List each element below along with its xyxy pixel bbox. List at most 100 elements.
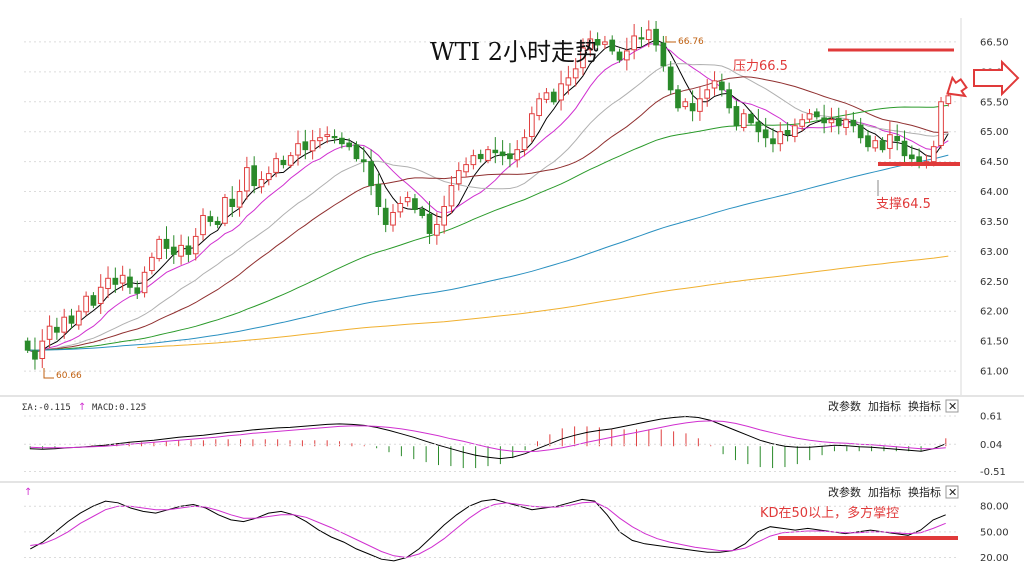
- candle-body: [397, 203, 404, 213]
- macd-up-arrow-icon: ↑: [78, 402, 86, 413]
- low-marker: [43, 368, 54, 379]
- candle-body: [229, 198, 236, 207]
- candle-body: [843, 119, 849, 129]
- candle-body: [46, 325, 53, 340]
- kd-d-line: [30, 501, 946, 559]
- candle-body: [382, 207, 389, 225]
- kd-params-button[interactable]: 改参数: [828, 485, 861, 499]
- price-axis: 66.5066.0065.5065.0064.5064.0063.5063.00…: [980, 37, 1009, 377]
- candle-body: [660, 42, 667, 67]
- price-tick-label: 64.50: [980, 157, 1009, 168]
- ma250-line: [137, 255, 949, 349]
- candle-body: [32, 350, 38, 360]
- ma30-line: [27, 76, 949, 351]
- candle-body: [872, 140, 879, 149]
- candle-body: [821, 117, 827, 124]
- candle-body: [353, 144, 360, 160]
- candle-body: [236, 191, 243, 208]
- candle-body: [806, 113, 813, 120]
- candle-body: [265, 173, 272, 181]
- candle-body: [163, 238, 170, 249]
- candle-body: [68, 315, 75, 324]
- kd-add-button[interactable]: 加指标: [868, 485, 901, 499]
- candle-body: [930, 146, 937, 163]
- candle-body: [726, 89, 732, 109]
- candle-body: [689, 103, 696, 112]
- candle-body: [141, 271, 148, 294]
- macd-dif-label: ΣA:-0.115: [22, 403, 71, 413]
- candle-body: [455, 170, 462, 185]
- candle-body: [434, 223, 440, 236]
- kd-tick-label: 80.00: [980, 502, 1009, 513]
- candle-body: [799, 119, 806, 127]
- macd-tick-label: -0.51: [980, 467, 1006, 478]
- candle-body: [558, 83, 564, 101]
- candle-body: [477, 153, 484, 160]
- kd-marker: ↑: [24, 487, 32, 498]
- candle-body: [214, 220, 221, 225]
- macd-close-icon[interactable]: ✕: [948, 400, 957, 413]
- kd-swap-button[interactable]: 换指标: [908, 485, 941, 499]
- candle-body: [777, 131, 784, 145]
- price-tick-label: 62.00: [980, 307, 1009, 318]
- candle-body: [485, 149, 491, 161]
- candle-body: [740, 113, 747, 129]
- price-tick-label: 65.50: [980, 97, 1009, 108]
- candle-body: [550, 91, 557, 103]
- price-tick-label: 61.00: [980, 367, 1009, 378]
- kd-note: KD在50以上，多方掌控: [760, 505, 899, 521]
- candle-body: [324, 134, 331, 137]
- macd-add-button[interactable]: 加指标: [868, 399, 901, 413]
- macd-tick-label: 0.04: [980, 440, 1002, 451]
- candle-body: [653, 28, 659, 46]
- kd-k-line: [30, 498, 946, 562]
- candle-body: [697, 98, 703, 112]
- candle-body: [499, 151, 506, 157]
- kd-close-box[interactable]: [945, 485, 959, 499]
- candle-body: [185, 245, 192, 255]
- candle-body: [704, 89, 711, 99]
- candle-body: [945, 95, 952, 105]
- macd-dea-line: [30, 420, 946, 453]
- candle-body: [857, 124, 864, 139]
- candle-body: [887, 134, 893, 149]
- candle-body: [280, 159, 287, 166]
- candle-body: [529, 113, 535, 137]
- candle-body: [287, 155, 294, 166]
- candle-body: [149, 256, 155, 272]
- chart-title: WTI 2小时走势: [430, 38, 599, 66]
- candle-body: [251, 165, 258, 187]
- candle-body: [112, 277, 119, 285]
- candle-body: [514, 149, 521, 161]
- macd-toolbar: 改参数 加指标 换指标 ✕: [828, 399, 959, 413]
- macd-value-label: MACD:0.125: [92, 403, 146, 413]
- candle-body: [295, 143, 301, 156]
- candle-body: [273, 158, 279, 173]
- kd-panel: ↑ KD在50以上，多方掌控 80.00 50.00 20.00: [24, 487, 1009, 564]
- candle-body: [368, 161, 374, 187]
- candle-body: [916, 156, 922, 163]
- right-arrow-icon: [973, 59, 1020, 97]
- candle-body: [543, 92, 550, 100]
- candle-body: [645, 29, 652, 41]
- candle-body: [222, 197, 228, 224]
- candle-body: [258, 179, 265, 188]
- candle-body: [404, 197, 411, 203]
- kd-tick-label: 50.00: [980, 527, 1009, 538]
- candle-body: [792, 125, 798, 137]
- candle-body: [828, 119, 835, 124]
- macd-params-button[interactable]: 改参数: [828, 399, 861, 413]
- candle-body: [901, 140, 908, 157]
- candle-body: [879, 140, 886, 151]
- price-tick-label: 64.00: [980, 187, 1009, 198]
- candle-body: [61, 316, 68, 333]
- candle-body: [865, 135, 871, 148]
- macd-close-box[interactable]: [945, 399, 959, 413]
- candle-body: [682, 101, 689, 108]
- candle-body: [770, 138, 776, 145]
- macd-dif-line: [30, 415, 946, 460]
- candle-body: [675, 89, 681, 109]
- kd-close-icon[interactable]: ✕: [948, 486, 957, 499]
- candle-body: [302, 141, 309, 151]
- macd-swap-button[interactable]: 换指标: [908, 399, 941, 413]
